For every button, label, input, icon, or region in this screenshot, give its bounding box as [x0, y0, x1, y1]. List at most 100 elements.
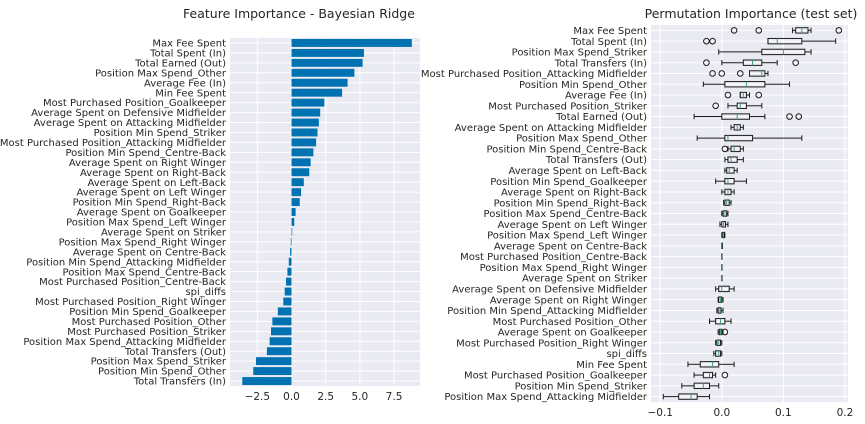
x-tick-label: 0.1 [775, 407, 792, 419]
box-plot-item [730, 124, 744, 131]
iqr-box [730, 145, 741, 153]
category-label: Average Spent on Right Winger [490, 295, 648, 306]
box-plot-item [693, 113, 803, 120]
bar [277, 307, 292, 316]
category-label: Position Max Spend_Other [516, 134, 648, 145]
outlier-point [786, 113, 793, 120]
category-label: Average Spent on Left-Back [87, 178, 226, 189]
box-plot-title: Permutation Importance (test set) [645, 6, 858, 21]
outlier-point [736, 70, 744, 77]
category-label: Total Transfers (In) [554, 58, 647, 69]
outlier-point [718, 70, 726, 77]
category-label: Position Min Spend_Other [98, 367, 227, 378]
category-label: Total Spent (In) [570, 37, 647, 48]
box-plot-item [730, 27, 843, 34]
category-label: Average Fee (In) [144, 78, 226, 89]
iqr-box [726, 167, 735, 174]
category-label: Total Earned (Out) [555, 112, 647, 123]
category-label: Position Min Spend_Right-Back [494, 198, 648, 209]
category-label: Total Transfers (Out) [545, 155, 647, 166]
iqr-box [721, 113, 750, 120]
box-plot-item [721, 210, 729, 217]
bar [291, 68, 355, 77]
outlier-point [709, 37, 716, 45]
category-label: Position Max Spend_Striker [91, 357, 227, 368]
outlier-point [712, 102, 719, 110]
category-label: Most Purchased Position_Attacking Midfie… [0, 138, 227, 149]
category-label: Most Purchased Position_Right Winger [456, 338, 648, 349]
category-label: Average Spent on Left Winger [76, 188, 226, 199]
category-label: Min Fee Spent [576, 360, 647, 371]
category-label: Position Max Spend_Left Winger [66, 218, 227, 229]
category-label: Position Max Spend_Attacking Midfielder [23, 337, 227, 348]
category-label: Average Spent on Left Winger [497, 220, 647, 231]
bar [291, 48, 364, 57]
bar [288, 257, 292, 266]
category-label: Position Max Spend_Centre-Back [63, 267, 227, 278]
bar [284, 287, 292, 296]
bar [291, 158, 311, 167]
box-plot-item [702, 81, 791, 88]
box-plot-item [718, 48, 812, 56]
bar [269, 337, 292, 346]
category-label: Total Spent (In) [149, 49, 226, 60]
outlier-point [730, 27, 738, 34]
category-label: Most Purchased Position_Striker [67, 327, 227, 338]
bar [291, 38, 412, 47]
iqr-box [699, 361, 720, 368]
iqr-box [702, 371, 714, 379]
category-label: Max Fee Spent [573, 26, 647, 37]
x-tick-label: 0.2 [837, 407, 854, 419]
x-tick-label: −0.1 [647, 407, 673, 419]
bar [291, 198, 300, 207]
category-label: Total Transfers (Out) [124, 347, 226, 358]
box-plot-item [708, 318, 732, 325]
category-label: Most Purchased Position_Centre-Back [39, 277, 226, 288]
category-label: Position Min Spend_Attacking Midfielder [447, 306, 648, 317]
box-plot-item [721, 242, 723, 250]
category-label: Average Spent on Striker [101, 227, 227, 238]
category-label: Position Min Spend_Goalkeeper [490, 177, 648, 188]
box-plot-item [693, 371, 729, 379]
outlier-point [755, 91, 763, 99]
category-label: Position Min Spend_Attacking Midfielder [26, 257, 227, 268]
category-label: Most Purchased Position_Other [72, 317, 227, 328]
box-plot-item [687, 361, 735, 368]
outlier-point [721, 145, 729, 153]
category-label: Average Spent on Right-Back [501, 188, 647, 199]
category-label: Most Purchased Position_Right Winger [35, 297, 227, 308]
bar [291, 138, 317, 147]
box-plot-item [703, 37, 837, 45]
category-label: Average Spent on Attacking Midfielder [455, 123, 648, 134]
category-label: Most Purchased Position_Goalkeeper [464, 371, 648, 382]
bar-chart-bars [242, 38, 412, 386]
bar [291, 168, 310, 177]
bar [242, 377, 292, 386]
category-label: Average Spent on Goalkeeper [77, 208, 227, 219]
box-plot-item [712, 102, 763, 110]
box-plot-item [703, 59, 799, 67]
bar [287, 267, 292, 276]
box-plot-item [717, 328, 729, 336]
category-label: Position Max Spend_Left Winger [487, 231, 648, 242]
category-label: Average Spent on Right Winger [69, 158, 227, 169]
iqr-box [693, 382, 710, 390]
box-plot-item [724, 167, 738, 174]
category-label: Position Min Spend_Centre-Back [486, 144, 647, 155]
x-tick-label: 0.0 [283, 391, 300, 403]
iqr-box [715, 350, 722, 357]
iqr-box [724, 177, 735, 185]
category-label: Position Min Spend_Striker [94, 128, 227, 139]
box-plot-x-tick-labels: −0.1 0.0 0.1 0.2 [647, 407, 853, 419]
bar [291, 88, 343, 97]
bar [291, 208, 296, 216]
bar [271, 327, 292, 336]
box-plot-item [724, 91, 763, 99]
iqr-box [727, 156, 738, 163]
box-plot-item [721, 188, 735, 196]
bar [266, 347, 292, 356]
box-plot-item [724, 156, 744, 163]
